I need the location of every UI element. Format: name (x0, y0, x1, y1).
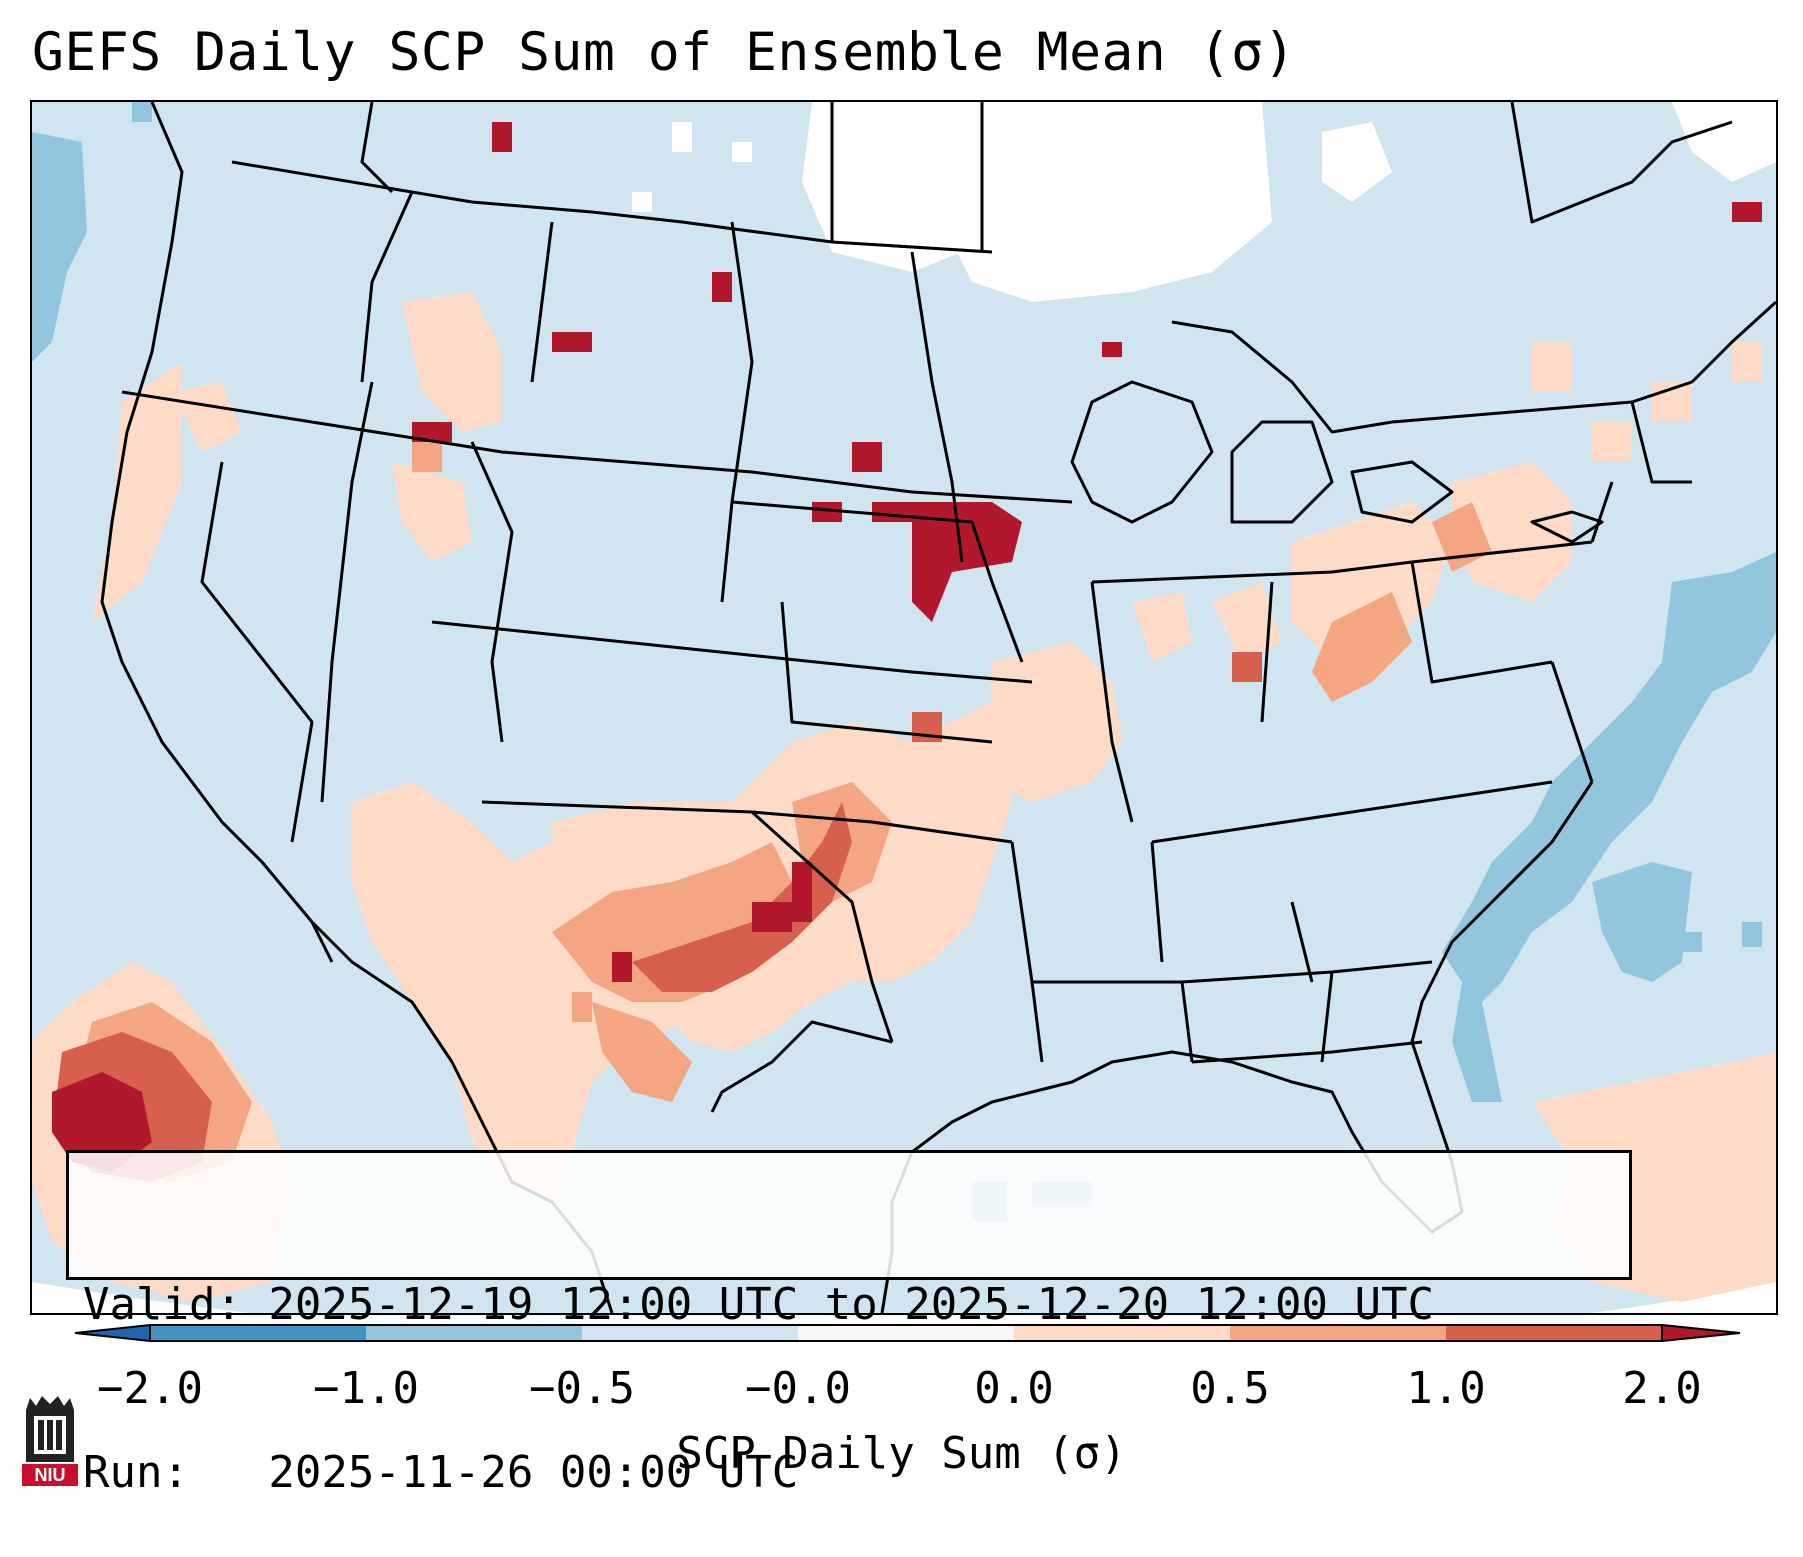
projection-edge-left (32, 1282, 250, 1313)
colorbar-tick: −1.0 (313, 1363, 419, 1414)
near-zero-regions (632, 102, 1776, 302)
niu-logo-icon: NIU (22, 1396, 78, 1486)
map-panel (30, 100, 1778, 1315)
colorbar-bin-2 (366, 1325, 582, 1341)
colorbar-bin-6 (1230, 1325, 1446, 1341)
colorbar-under-arrow (74, 1323, 151, 1343)
extreme-positive-cells (52, 122, 1762, 1172)
colorbar-outline (149, 1324, 1663, 1342)
background-field (32, 102, 1776, 1313)
map-title: GEFS Daily SCP Sum of Ensemble Mean (σ) (32, 22, 1296, 83)
colorbar-bin-3 (582, 1325, 798, 1341)
colorbar-tick: 1.0 (1406, 1363, 1486, 1414)
colorbar-bin-7 (1446, 1325, 1662, 1341)
colorbar-bin-4 (798, 1325, 1014, 1341)
colorbar-tick: 0.5 (1190, 1363, 1270, 1414)
colorbar-over-arrow (1661, 1323, 1741, 1343)
colorbar-label: SCP Daily Sum (σ) (676, 1428, 1127, 1479)
colorbar-bin-5 (1014, 1325, 1230, 1341)
colorbar-tick: −0.0 (745, 1363, 851, 1414)
colorbar-tick: −2.0 (97, 1363, 203, 1414)
colorbar (74, 1323, 1741, 1343)
colorbar-bin-1 (150, 1325, 366, 1341)
valid-time-text: Valid: 2025-12-19 12:00 UTC to 2025-12-2… (83, 1279, 1435, 1330)
validity-info-box: Valid: 2025-12-19 12:00 UTC to 2025-12-2… (66, 1150, 1632, 1498)
boundary-lines (100, 102, 1776, 1313)
svg-text:NIU: NIU (35, 1465, 66, 1485)
run-time-text: Run: 2025-11-26 00:00 UTC (83, 1447, 799, 1498)
colorbar-tick: −0.5 (529, 1363, 635, 1414)
colorbar-tick: 0.0 (974, 1363, 1054, 1414)
projection-edge-right (1591, 1282, 1776, 1313)
negative-anomaly-regions (32, 102, 1776, 1222)
scp-anomaly-map (32, 102, 1776, 1313)
colorbar-tick: 2.0 (1622, 1363, 1702, 1414)
